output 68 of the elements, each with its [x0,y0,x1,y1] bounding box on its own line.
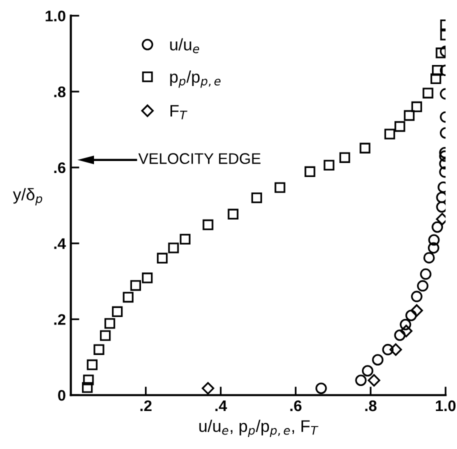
point [202,382,214,395]
point [180,234,190,245]
point [372,354,384,366]
point [400,318,412,330]
point [368,374,380,387]
point [355,374,367,386]
y-tick-label: .6 [54,162,66,174]
point [428,242,440,254]
point [82,382,93,393]
point [436,201,446,213]
point [251,192,262,204]
point [436,48,446,58]
point [202,219,214,230]
point [417,280,428,292]
point [394,121,406,132]
annotation: VELOCITY EDGE [138,153,260,164]
point [428,234,440,246]
point [420,268,432,280]
point [410,304,423,317]
point [400,324,412,338]
point [432,221,444,233]
y-tick-label: 1.0 [46,10,66,22]
point [86,359,98,370]
legend-label: F$_{T}$ [170,105,188,120]
point [304,166,316,177]
point [228,208,238,220]
point [83,374,94,386]
point [384,128,396,140]
y-tick-label: .4 [54,238,66,249]
x-axis-title: u/u$_{e}$, p$_{p}$/p$_{p,e}$, F$_{T}$ [199,420,318,438]
x-tick-label: .6 [290,400,302,412]
point [422,88,434,98]
point [430,73,442,84]
point [94,344,104,355]
legend-label: u/u$_{e}$ [170,38,200,54]
x-tick-label: .8 [365,400,377,412]
x-tick-label: .4 [215,400,228,412]
point [156,252,168,264]
point [112,306,123,317]
point [423,252,435,264]
y-tick-label: .2 [54,314,66,325]
y-tick-label: 0 [58,390,66,401]
point [432,65,443,76]
point [411,101,422,112]
point [405,310,417,322]
legend-label: p$_{p}$/p$_{p,e}$ [170,70,221,88]
point [104,318,116,329]
x-tick-label: 1.0 [436,400,456,412]
point [315,382,327,394]
point [404,110,415,121]
y-tick-label: .8 [54,86,66,98]
point [122,292,134,303]
x-tick-label: .2 [140,400,152,412]
point [100,330,111,341]
point [394,329,406,341]
point [390,343,402,356]
point [339,152,350,163]
point [142,272,153,284]
point [324,160,334,171]
point [168,242,179,254]
point [274,182,286,193]
point [362,365,374,377]
point [130,280,142,291]
y-axis-title: y/δ$_{p}$ [12,188,42,206]
point [382,344,394,356]
point [411,290,422,302]
point [360,142,370,154]
point [436,192,446,204]
